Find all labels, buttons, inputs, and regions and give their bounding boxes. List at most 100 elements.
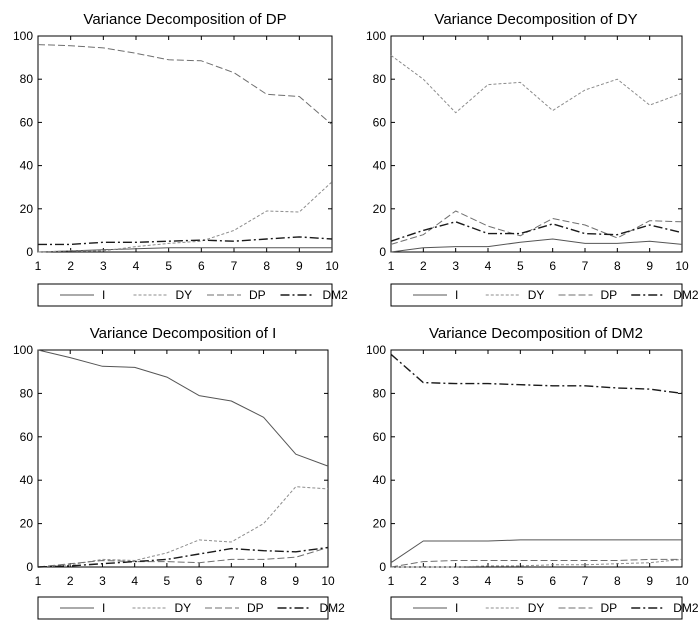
legend-label-dy: DY: [175, 601, 192, 615]
series-line-dp: [37, 44, 333, 125]
x-tick-label: 3: [452, 574, 459, 588]
y-tick-label: 20: [20, 202, 34, 216]
x-tick-label: 1: [35, 259, 42, 273]
x-tick-label: 6: [549, 574, 556, 588]
y-tick-label: 20: [373, 202, 387, 216]
x-tick-label: 9: [292, 574, 299, 588]
chart-title: Variance Decomposition of DM2: [429, 325, 643, 342]
legend-label-i: I: [102, 288, 105, 302]
series-line-dm2: [390, 353, 683, 395]
series-line-dy: [391, 558, 683, 568]
x-tick-label: 1: [388, 574, 395, 588]
y-tick-label: 0: [379, 560, 386, 574]
legend-box: [37, 283, 333, 307]
legend-label-dp: DP: [247, 601, 264, 615]
x-tick-label: 6: [549, 259, 556, 273]
y-tick-label: 40: [373, 159, 387, 173]
legend-label-dy: DY: [528, 601, 545, 615]
chart-panel-1: Variance Decomposition of DP 0 20 40 60 80 100…: [13, 11, 348, 307]
x-tick-label: 4: [485, 574, 492, 588]
legend-box: [37, 596, 329, 620]
x-tick-label: 7: [582, 259, 589, 273]
y-tick-label: 60: [20, 430, 34, 444]
y-tick-label: 0: [26, 560, 33, 574]
legend-label-dy: DY: [528, 288, 545, 302]
legend-label-i: I: [455, 601, 458, 615]
legend-label-i: I: [455, 288, 458, 302]
y-tick-label: 100: [13, 343, 33, 357]
x-tick-label: 9: [646, 259, 653, 273]
x-tick-label: 7: [582, 574, 589, 588]
y-tick-label: 80: [373, 72, 387, 86]
y-tick-label: 80: [20, 72, 34, 86]
series-line-dm2: [37, 546, 329, 568]
y-tick-label: 100: [366, 343, 386, 357]
x-tick-label: 7: [231, 259, 238, 273]
series-line-dm2: [390, 221, 683, 242]
legend-label-dp: DP: [249, 288, 266, 302]
x-tick-label: 3: [452, 259, 459, 273]
chart-panel-3: Variance Decomposition of I 0 20 40 60 80 100 1…: [13, 325, 346, 620]
y-tick-label: 100: [13, 29, 33, 43]
x-tick-label: 4: [131, 574, 138, 588]
legend-label-dm2: DM2: [320, 601, 346, 615]
chart-panel-2: Variance Decomposition of DY 0 20 40 60 80 100…: [366, 11, 699, 307]
plot-frame: [37, 35, 333, 253]
x-tick-label: 2: [67, 574, 74, 588]
x-tick-label: 10: [321, 574, 335, 588]
x-tick-label: 4: [485, 259, 492, 273]
y-tick-label: 60: [20, 115, 34, 129]
plot-frame: [390, 35, 683, 253]
series-line-dy: [390, 54, 683, 114]
legend-box: [390, 596, 683, 620]
y-tick-label: 40: [20, 473, 34, 487]
y-tick-label: 20: [373, 517, 387, 531]
legend-label-i: I: [102, 601, 105, 615]
x-tick-label: 9: [296, 259, 303, 273]
plot-frame: [37, 349, 329, 568]
y-tick-label: 60: [373, 430, 387, 444]
chart-title: Variance Decomposition of DP: [83, 11, 286, 28]
y-tick-label: 100: [366, 29, 386, 43]
x-tick-label: 3: [99, 574, 106, 588]
legend-label-dm2: DM2: [673, 288, 699, 302]
y-tick-label: 60: [373, 115, 387, 129]
y-tick-label: 0: [379, 245, 386, 259]
chart-panel-4: Variance Decomposition of DM2 0 20 40 60 80 10…: [366, 325, 699, 620]
x-tick-label: 1: [388, 259, 395, 273]
x-tick-label: 6: [196, 574, 203, 588]
x-tick-label: 8: [614, 574, 621, 588]
x-tick-label: 10: [325, 259, 339, 273]
series-line-dm2: [38, 236, 333, 246]
y-tick-label: 80: [373, 386, 387, 400]
series-line-i: [37, 349, 329, 467]
series-line-dp: [390, 558, 682, 568]
x-tick-label: 5: [517, 574, 524, 588]
x-tick-label: 3: [100, 259, 107, 273]
y-tick-label: 20: [20, 517, 34, 531]
x-tick-label: 8: [263, 259, 270, 273]
legend-box: [390, 283, 683, 307]
legend-label-dy: DY: [176, 288, 193, 302]
x-tick-label: 7: [228, 574, 235, 588]
x-tick-label: 2: [67, 259, 74, 273]
x-tick-label: 4: [133, 259, 140, 273]
x-tick-label: 2: [420, 259, 427, 273]
x-tick-label: 10: [675, 259, 689, 273]
plot-frame: [390, 349, 683, 568]
legend-label-dm2: DM2: [673, 601, 699, 615]
chart-title: Variance Decomposition of I: [90, 325, 276, 342]
x-tick-label: 1: [35, 574, 42, 588]
x-tick-label: 2: [420, 574, 427, 588]
x-tick-label: 5: [165, 259, 172, 273]
x-tick-label: 9: [646, 574, 653, 588]
y-tick-label: 80: [20, 386, 34, 400]
y-tick-label: 0: [26, 245, 33, 259]
series-line-dy: [37, 181, 333, 253]
series-line-i: [390, 238, 683, 253]
series-line-dy: [37, 486, 329, 568]
chart-title: Variance Decomposition of DY: [434, 11, 637, 28]
legend-label-dp: DP: [601, 601, 618, 615]
